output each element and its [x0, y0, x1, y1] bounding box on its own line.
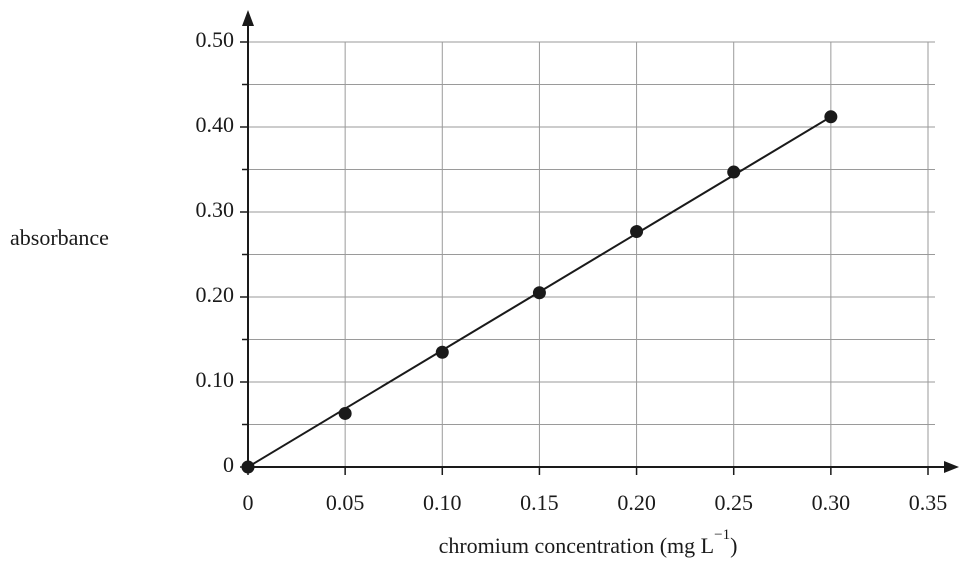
x-axis-arrow	[944, 461, 959, 473]
x-axis-label: chromium concentration (mg L−1)	[439, 527, 738, 558]
data-point	[824, 110, 838, 124]
y-tick-label: 0.50	[196, 27, 235, 52]
x-tick-label: 0.20	[617, 490, 656, 515]
x-tick-label: 0.35	[909, 490, 948, 515]
y-tick-label: 0.40	[196, 112, 235, 137]
y-tick-label: 0	[223, 452, 234, 477]
x-tick-label: 0.10	[423, 490, 462, 515]
y-tick-label: 0.10	[196, 367, 235, 392]
x-axis-label-end: )	[730, 533, 737, 558]
data-point	[338, 406, 352, 420]
y-axis-label: absorbance	[10, 225, 109, 250]
x-axis-label-sup: −1	[714, 527, 730, 543]
x-tick-label: 0	[243, 490, 254, 515]
y-axis-arrow	[242, 10, 254, 26]
x-tick-label: 0.30	[812, 490, 851, 515]
x-tick-label: 0.25	[714, 490, 753, 515]
data-point	[727, 165, 741, 179]
y-tick-label: 0.20	[196, 282, 235, 307]
x-tick-label: 0.15	[520, 490, 559, 515]
x-axis-label-text: chromium concentration (mg L	[439, 533, 715, 558]
data-point	[532, 286, 546, 300]
data-point	[630, 225, 644, 239]
data-point	[241, 460, 255, 474]
x-tick-label: 0.05	[326, 490, 365, 515]
y-tick-label: 0.30	[196, 197, 235, 222]
data-point	[435, 345, 449, 359]
